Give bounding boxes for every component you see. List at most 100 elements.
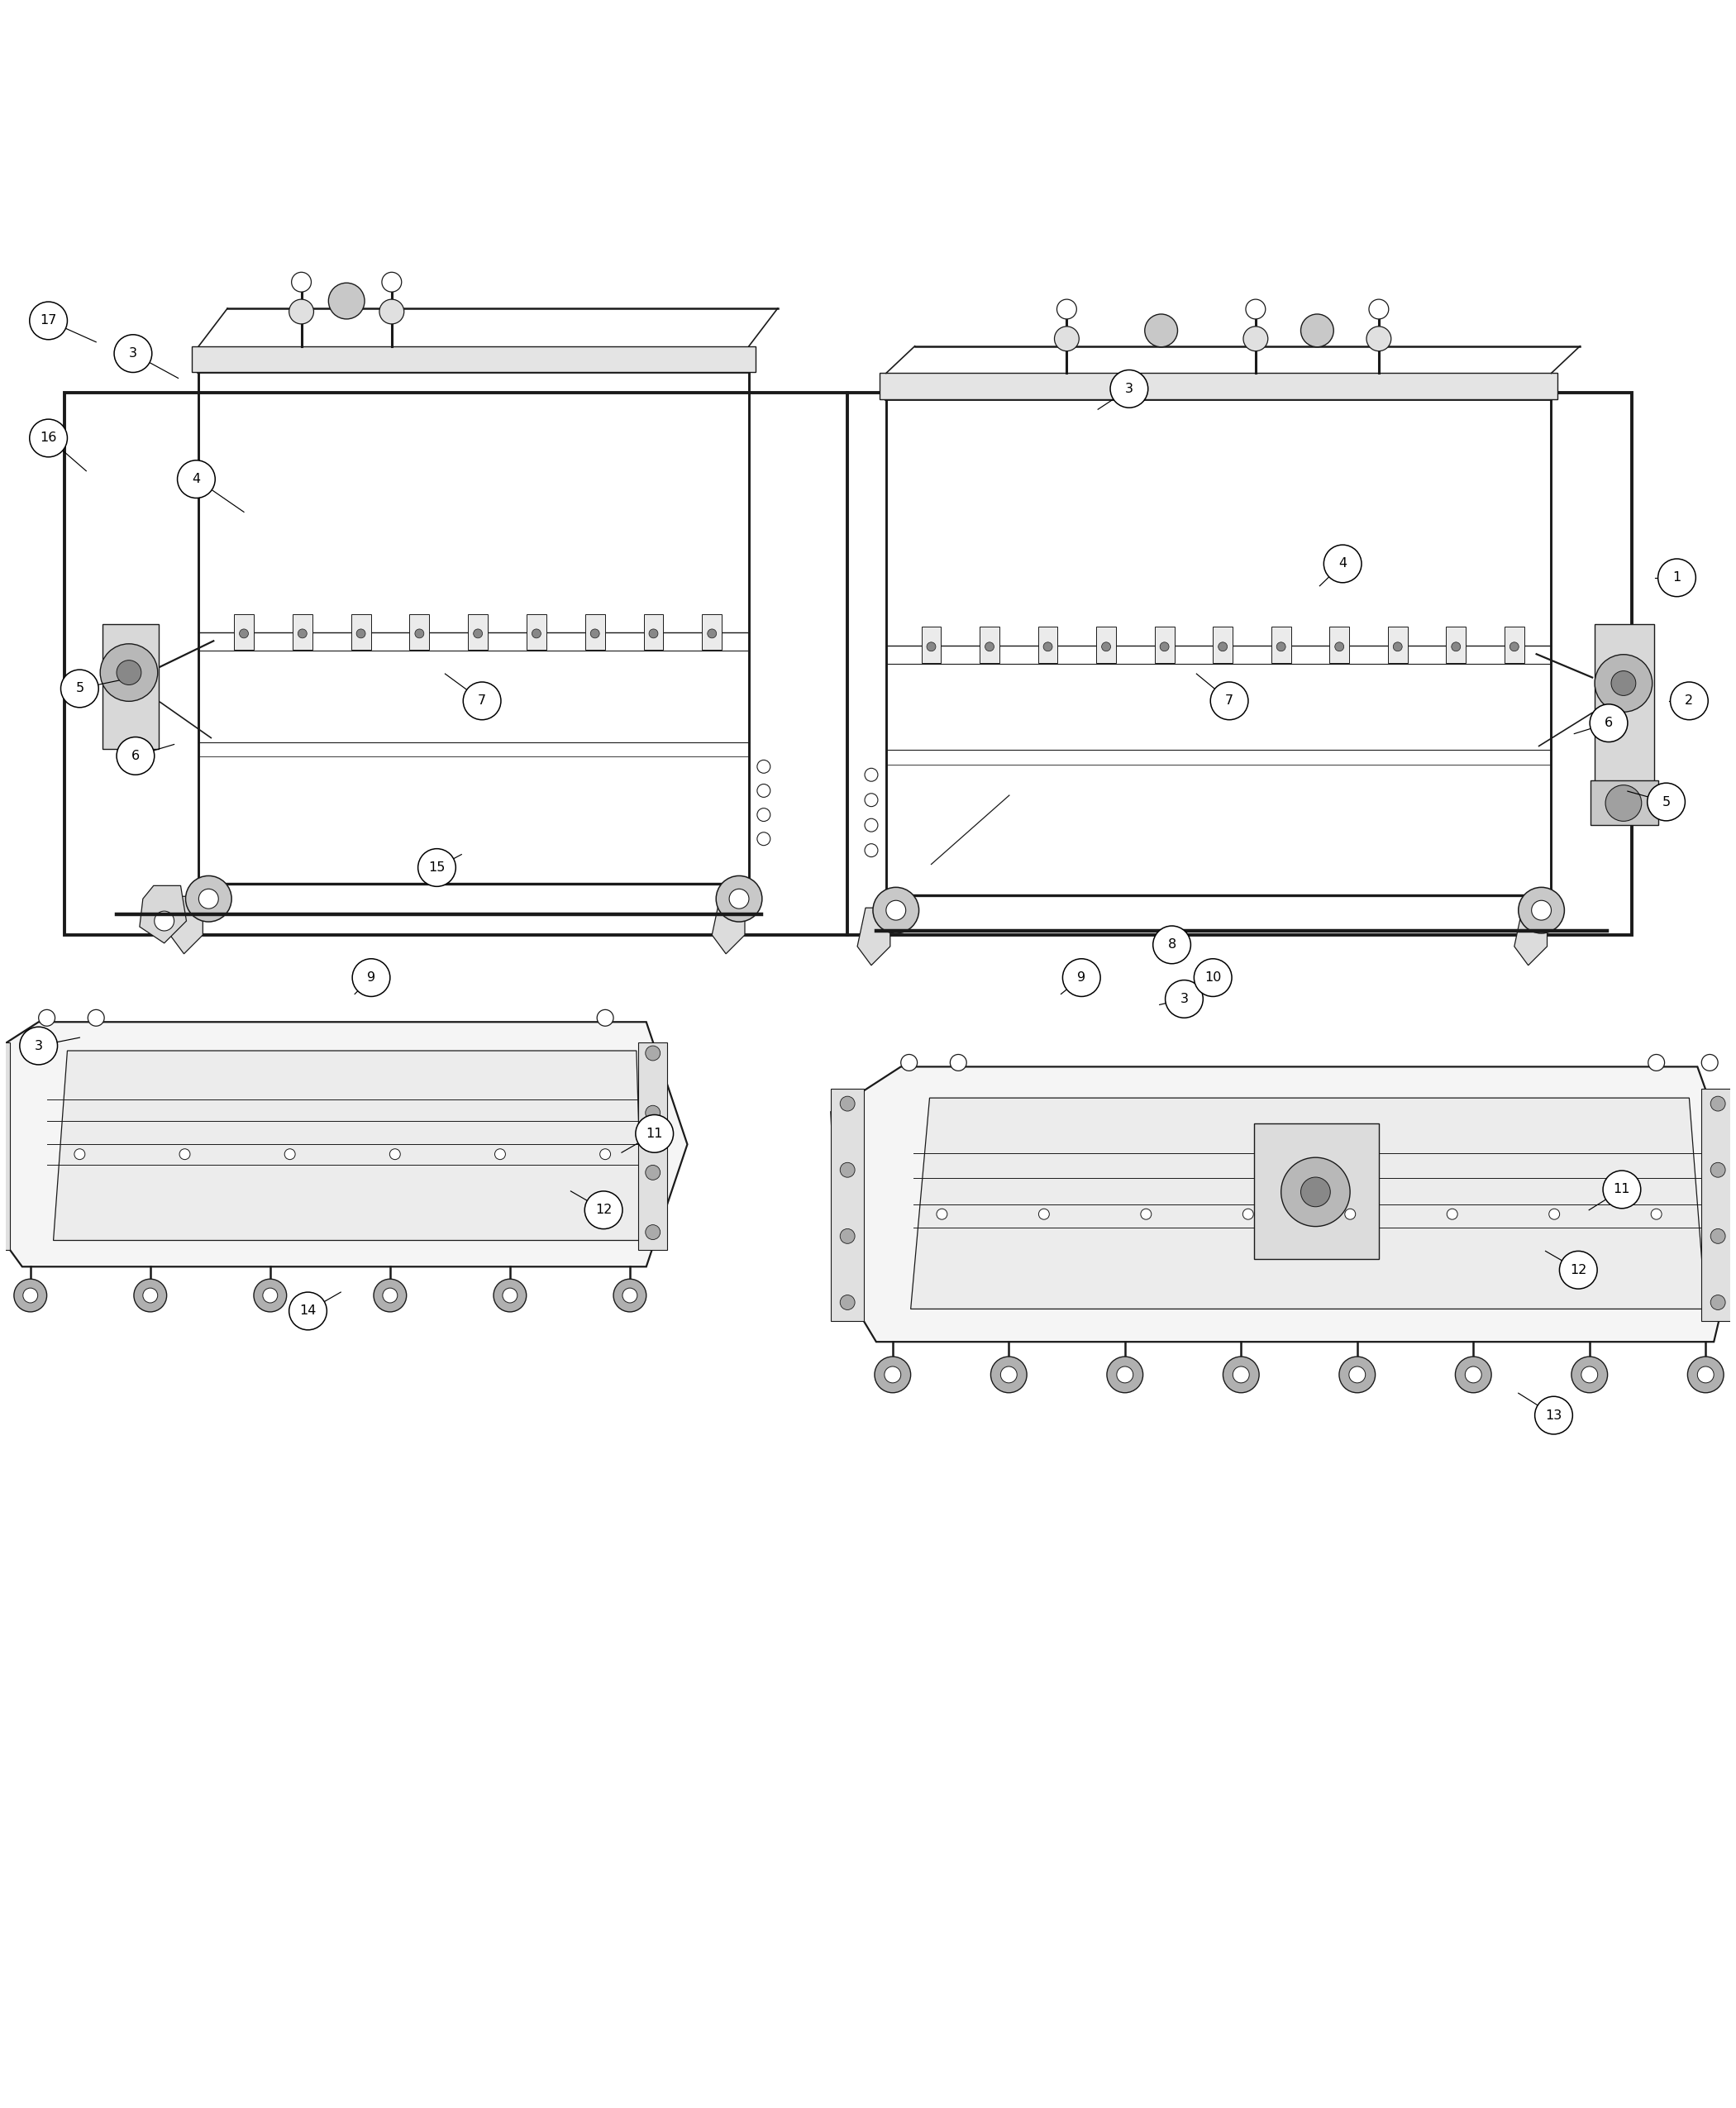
Circle shape xyxy=(884,1366,901,1383)
Circle shape xyxy=(649,628,658,639)
Circle shape xyxy=(389,1149,401,1159)
Text: 5: 5 xyxy=(1661,795,1670,807)
Bar xyxy=(1097,626,1116,664)
Circle shape xyxy=(1710,1096,1726,1111)
Circle shape xyxy=(0,1046,3,1060)
Circle shape xyxy=(1281,1157,1351,1227)
Text: 10: 10 xyxy=(1205,972,1222,984)
Text: 8: 8 xyxy=(1168,938,1175,951)
Text: 16: 16 xyxy=(40,432,57,445)
Circle shape xyxy=(1116,1366,1134,1383)
Circle shape xyxy=(177,460,215,497)
Circle shape xyxy=(1510,643,1519,651)
Circle shape xyxy=(262,1288,278,1303)
Polygon shape xyxy=(54,1050,642,1240)
Circle shape xyxy=(240,628,248,639)
Bar xyxy=(469,613,488,649)
Circle shape xyxy=(590,628,599,639)
Circle shape xyxy=(23,1288,38,1303)
Circle shape xyxy=(757,784,771,797)
Circle shape xyxy=(382,1288,398,1303)
Circle shape xyxy=(30,301,68,339)
Bar xyxy=(1330,626,1349,664)
Bar xyxy=(102,624,158,748)
Circle shape xyxy=(757,833,771,845)
Circle shape xyxy=(1701,1054,1719,1071)
Circle shape xyxy=(290,299,314,325)
Circle shape xyxy=(1658,559,1696,597)
Bar xyxy=(585,613,604,649)
Circle shape xyxy=(1276,643,1286,651)
Bar xyxy=(64,392,1632,936)
Bar xyxy=(1701,1090,1734,1322)
Text: 3: 3 xyxy=(1180,993,1189,1006)
Polygon shape xyxy=(858,909,891,965)
Circle shape xyxy=(708,628,717,639)
Circle shape xyxy=(646,1225,660,1240)
Circle shape xyxy=(646,1046,660,1060)
Text: 2: 2 xyxy=(1686,696,1693,706)
Bar xyxy=(1271,626,1292,664)
Text: 3: 3 xyxy=(1125,384,1134,394)
Circle shape xyxy=(1670,683,1708,719)
Circle shape xyxy=(1000,1366,1017,1383)
Bar xyxy=(1505,626,1524,664)
Circle shape xyxy=(1243,1208,1253,1218)
Circle shape xyxy=(1246,299,1266,318)
Circle shape xyxy=(1549,1208,1559,1218)
Circle shape xyxy=(1108,1358,1142,1393)
Circle shape xyxy=(1698,1366,1713,1383)
Bar xyxy=(1038,626,1057,664)
Circle shape xyxy=(299,628,307,639)
Text: 11: 11 xyxy=(1613,1183,1630,1195)
Circle shape xyxy=(840,1096,854,1111)
Circle shape xyxy=(380,299,404,325)
Bar xyxy=(1154,626,1174,664)
Circle shape xyxy=(885,900,906,921)
Circle shape xyxy=(1611,670,1635,696)
Polygon shape xyxy=(712,896,745,953)
Circle shape xyxy=(502,1288,517,1303)
Text: 4: 4 xyxy=(1338,557,1347,569)
Circle shape xyxy=(1300,1176,1330,1206)
Circle shape xyxy=(1160,643,1168,651)
Text: 13: 13 xyxy=(1545,1408,1562,1421)
Circle shape xyxy=(179,1149,191,1159)
Circle shape xyxy=(936,1208,948,1218)
Circle shape xyxy=(1111,369,1147,407)
Circle shape xyxy=(155,911,174,932)
Circle shape xyxy=(328,282,365,318)
Circle shape xyxy=(597,1010,613,1027)
Circle shape xyxy=(1519,887,1564,934)
Circle shape xyxy=(729,890,748,909)
Circle shape xyxy=(873,887,918,934)
Circle shape xyxy=(1057,299,1076,318)
Circle shape xyxy=(142,1288,158,1303)
Circle shape xyxy=(1710,1229,1726,1244)
Circle shape xyxy=(356,628,365,639)
Bar xyxy=(1213,626,1233,664)
Circle shape xyxy=(1153,925,1191,963)
Circle shape xyxy=(1219,643,1227,651)
Polygon shape xyxy=(0,1022,687,1267)
Text: 17: 17 xyxy=(40,314,57,327)
Circle shape xyxy=(1606,784,1642,822)
Text: 7: 7 xyxy=(477,696,486,706)
Circle shape xyxy=(1345,1208,1356,1218)
Bar xyxy=(193,346,755,373)
Circle shape xyxy=(1366,327,1391,352)
Text: 6: 6 xyxy=(1604,717,1613,729)
Circle shape xyxy=(1446,1208,1458,1218)
Circle shape xyxy=(901,1054,917,1071)
Circle shape xyxy=(1194,959,1233,997)
Circle shape xyxy=(927,643,936,651)
Bar xyxy=(639,1043,667,1250)
Circle shape xyxy=(984,643,995,651)
Circle shape xyxy=(635,1115,674,1153)
Circle shape xyxy=(1210,683,1248,719)
Circle shape xyxy=(1141,1208,1151,1218)
Circle shape xyxy=(991,1358,1026,1393)
Text: 15: 15 xyxy=(429,862,446,875)
Circle shape xyxy=(840,1162,854,1176)
Circle shape xyxy=(1602,1170,1641,1208)
